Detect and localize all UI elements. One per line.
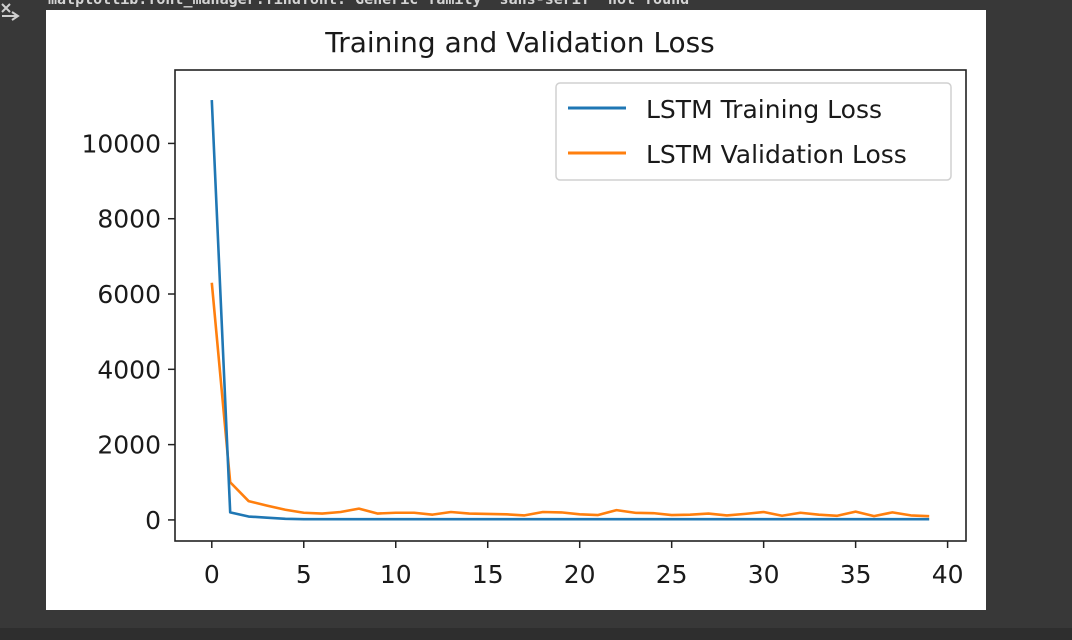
y-tick-label: 4000 [97, 355, 161, 384]
chart-title: Training and Validation Loss [324, 26, 715, 59]
warning-text: matplotlib.font_manager:findfont: Generi… [48, 0, 689, 8]
y-tick-label: 6000 [97, 280, 161, 309]
x-tick-label: 30 [748, 560, 780, 589]
x-tick-label: 40 [932, 560, 964, 589]
figure-card: Training and Validation Loss 0 2000 4000 60… [46, 10, 986, 610]
legend: LSTM Training Loss LSTM Validation Loss [555, 82, 952, 181]
y-tick-label: 10000 [81, 129, 161, 158]
x-tick-label: 15 [472, 560, 504, 589]
y-tick-label: 8000 [97, 205, 161, 234]
x-tick-label: 20 [564, 560, 596, 589]
y-tick-label: 2000 [97, 431, 161, 460]
x-tick-label: 10 [380, 560, 412, 589]
x-tick-label: 0 [204, 560, 220, 589]
validation-loss-line [210, 282, 930, 518]
plot-frame [174, 69, 967, 542]
legend-label-training: LSTM Training Loss [646, 95, 882, 124]
x-tick-label: 35 [840, 560, 872, 589]
loss-chart: Training and Validation Loss 0 2000 4000 60… [81, 26, 967, 589]
training-loss-line [210, 100, 930, 521]
legend-box [555, 82, 952, 181]
previous-output-strip: matplotlib.font_manager:findfont: Generi… [0, 0, 1072, 12]
cell-bottom-border [0, 628, 1072, 640]
x-tick-label: 5 [296, 560, 312, 589]
x-tick-label: 25 [656, 560, 688, 589]
y-tick-label: 0 [145, 506, 161, 535]
output-toggle-icon[interactable] [0, 0, 24, 24]
legend-label-validation: LSTM Validation Loss [646, 140, 907, 169]
